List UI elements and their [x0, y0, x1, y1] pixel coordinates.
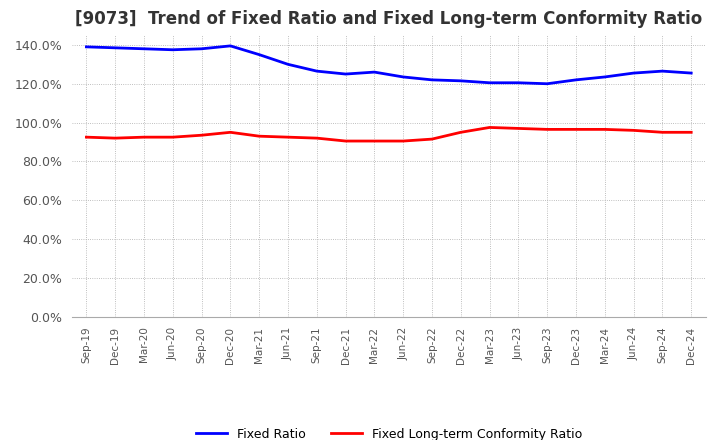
- Fixed Ratio: [82, 44, 91, 49]
- Title: [9073]  Trend of Fixed Ratio and Fixed Long-term Conformity Ratio: [9073] Trend of Fixed Ratio and Fixed Lo…: [75, 10, 703, 28]
- Fixed Ratio: [140, 46, 148, 51]
- Fixed Long-term Conformity Ratio: [197, 132, 206, 138]
- Line: Fixed Ratio: Fixed Ratio: [86, 46, 691, 84]
- Fixed Ratio: [456, 78, 465, 84]
- Fixed Long-term Conformity Ratio: [111, 136, 120, 141]
- Fixed Ratio: [485, 80, 494, 85]
- Fixed Ratio: [399, 74, 408, 80]
- Fixed Long-term Conformity Ratio: [168, 135, 177, 140]
- Fixed Long-term Conformity Ratio: [399, 139, 408, 144]
- Line: Fixed Long-term Conformity Ratio: Fixed Long-term Conformity Ratio: [86, 128, 691, 141]
- Legend: Fixed Ratio, Fixed Long-term Conformity Ratio: Fixed Ratio, Fixed Long-term Conformity …: [191, 423, 587, 440]
- Fixed Long-term Conformity Ratio: [658, 130, 667, 135]
- Fixed Ratio: [168, 47, 177, 52]
- Fixed Long-term Conformity Ratio: [485, 125, 494, 130]
- Fixed Ratio: [600, 74, 609, 80]
- Fixed Long-term Conformity Ratio: [687, 130, 696, 135]
- Fixed Long-term Conformity Ratio: [600, 127, 609, 132]
- Fixed Ratio: [255, 52, 264, 57]
- Fixed Ratio: [341, 71, 350, 77]
- Fixed Ratio: [629, 70, 638, 76]
- Fixed Long-term Conformity Ratio: [629, 128, 638, 133]
- Fixed Ratio: [370, 70, 379, 75]
- Fixed Long-term Conformity Ratio: [543, 127, 552, 132]
- Fixed Long-term Conformity Ratio: [370, 139, 379, 144]
- Fixed Ratio: [428, 77, 436, 83]
- Fixed Ratio: [572, 77, 580, 83]
- Fixed Ratio: [111, 45, 120, 51]
- Fixed Long-term Conformity Ratio: [82, 135, 91, 140]
- Fixed Long-term Conformity Ratio: [341, 139, 350, 144]
- Fixed Ratio: [658, 69, 667, 74]
- Fixed Long-term Conformity Ratio: [514, 126, 523, 131]
- Fixed Long-term Conformity Ratio: [284, 135, 292, 140]
- Fixed Long-term Conformity Ratio: [428, 136, 436, 142]
- Fixed Long-term Conformity Ratio: [255, 134, 264, 139]
- Fixed Ratio: [312, 69, 321, 74]
- Fixed Ratio: [543, 81, 552, 86]
- Fixed Ratio: [514, 80, 523, 85]
- Fixed Ratio: [687, 70, 696, 76]
- Fixed Long-term Conformity Ratio: [226, 130, 235, 135]
- Fixed Long-term Conformity Ratio: [312, 136, 321, 141]
- Fixed Ratio: [284, 62, 292, 67]
- Fixed Long-term Conformity Ratio: [456, 130, 465, 135]
- Fixed Long-term Conformity Ratio: [140, 135, 148, 140]
- Fixed Ratio: [197, 46, 206, 51]
- Fixed Long-term Conformity Ratio: [572, 127, 580, 132]
- Fixed Ratio: [226, 43, 235, 48]
